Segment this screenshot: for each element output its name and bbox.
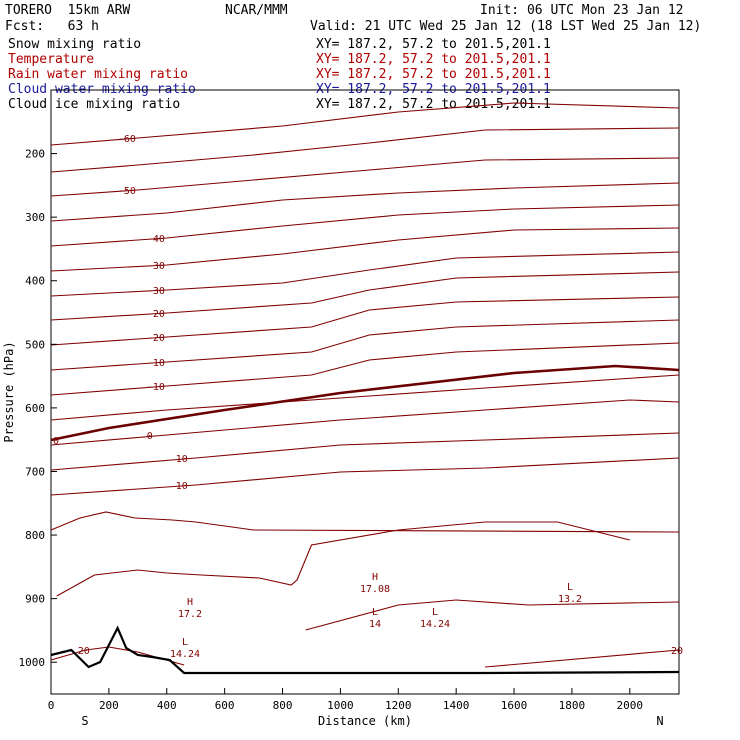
- temperature-contour-3: [50, 182, 680, 222]
- x-tick-label-5: 1000: [327, 699, 354, 712]
- temperature-contour-14: [50, 457, 680, 496]
- x-tick-label-1: 200: [99, 699, 119, 712]
- extremum-value-2: 17.08: [360, 584, 390, 595]
- axes-group: 0 200 400 600 800 1000 1200 1400 1600 1800 2000200…: [2, 148, 664, 728]
- x-tick-label-0: 0: [48, 699, 55, 712]
- contour-label-9: -10: [147, 358, 165, 369]
- x-axis-label: Distance (km): [318, 714, 412, 728]
- y-tick-label-1: 300: [25, 211, 45, 224]
- north-endpoint-label: N: [656, 714, 663, 728]
- y-tick-label-3: 500: [25, 338, 45, 351]
- terrain-layer: [50, 625, 680, 675]
- temperature-contour-1: [50, 127, 680, 173]
- extremum-value-1: 14.24: [170, 649, 200, 660]
- legend-label-temperature: Temperature: [8, 52, 95, 67]
- contour-label-10: -10: [147, 382, 165, 393]
- extremum-letter-2: H: [372, 572, 378, 583]
- extremum-letter-5: L: [567, 582, 573, 593]
- contour-label-12: 0: [147, 431, 153, 442]
- y-tick-label-8: 1000: [19, 656, 46, 669]
- temperature-contour-10: [50, 342, 680, 396]
- init-time: Init: 06 UTC Mon 23 Jan 12: [480, 3, 684, 18]
- legend-label-cloud-ice: Cloud ice mixing ratio: [8, 97, 181, 112]
- low-level-label-3: 20: [78, 646, 90, 657]
- temperature-contour-6: [50, 251, 680, 297]
- legend-xy-temperature: XY= 187.2, 57.2 to 201.5,201.1: [316, 52, 551, 67]
- y-tick-label-7: 900: [25, 593, 45, 606]
- y-axis-label: Pressure (hPa): [2, 341, 16, 442]
- model-title: TORERO 15km ARW: [5, 3, 131, 18]
- contour-label-4: -40: [147, 234, 165, 245]
- x-tick-label-4: 800: [273, 699, 293, 712]
- plot-frame: [50, 89, 680, 695]
- contour-label-8: -20: [147, 333, 165, 344]
- extremum-letter-0: H: [187, 597, 193, 608]
- extremum-letter-4: L: [432, 607, 438, 618]
- legend-label-snow: Snow mixing ratio: [8, 37, 142, 52]
- x-tick-label-3: 600: [215, 699, 235, 712]
- legend-xy-rain: XY= 187.2, 57.2 to 201.5,201.1: [316, 67, 551, 82]
- temperature-contour-0: [50, 102, 680, 146]
- temperature-contour-8: [50, 296, 680, 346]
- x-tick-label-8: 1600: [501, 699, 528, 712]
- terrain-line: [50, 625, 680, 675]
- y-tick-label-5: 700: [25, 465, 45, 478]
- contour-label-2: -50: [118, 186, 136, 197]
- temperature-contour-12: [50, 399, 680, 446]
- y-tick-label-4: 600: [25, 402, 45, 415]
- x-tick-label-2: 400: [157, 699, 177, 712]
- temperature-contours: -60 -50 -40 -30 -30 -20 -20 -10 -10 0 10 10 0: [50, 102, 680, 496]
- temperature-contour-2: [50, 157, 680, 197]
- x-tick-label-7: 1400: [443, 699, 470, 712]
- y-tick-label-2: 400: [25, 275, 45, 288]
- temperature-contour-4: [50, 204, 680, 247]
- low-level-contours: 20 20: [50, 511, 683, 668]
- extremum-letter-3: L: [372, 607, 378, 618]
- low-level-contour-2: [305, 599, 680, 631]
- temperature-contour-9: [50, 319, 680, 371]
- temperature-contour-13: [50, 432, 680, 471]
- center-title: NCAR/MMM: [225, 3, 288, 18]
- forecast-hour: Fcst: 63 h: [5, 19, 99, 34]
- south-endpoint-label: S: [81, 714, 88, 728]
- contour-label-5: -30: [147, 261, 165, 272]
- extremum-value-0: 17.2: [178, 609, 202, 620]
- contour-label-13: 10: [176, 454, 188, 465]
- contour-label-0: -60: [118, 134, 136, 145]
- low-level-contour-0: [50, 511, 680, 533]
- temperature-contour-11: [50, 374, 680, 421]
- legend-xy-snow: XY= 187.2, 57.2 to 201.5,201.1: [316, 37, 551, 52]
- x-tick-label-6: 1200: [385, 699, 412, 712]
- temperature-contour-5: [50, 227, 680, 272]
- legend-label-rain: Rain water mixing ratio: [8, 67, 189, 82]
- freezing-level-label: 0: [53, 436, 59, 447]
- y-tick-label-0: 200: [25, 148, 45, 161]
- x-tick-label-9: 1800: [559, 699, 586, 712]
- temperature-contour-7: [50, 271, 680, 321]
- y-tick-label-6: 800: [25, 529, 45, 542]
- contour-label-6: -30: [147, 286, 165, 297]
- x-tick-label-10: 2000: [617, 699, 644, 712]
- freezing-level-line: [50, 364, 680, 442]
- extremum-value-4: 14.24: [420, 619, 450, 630]
- valid-time: Valid: 21 UTC Wed 25 Jan 12 (18 LST Wed …: [310, 19, 702, 34]
- contour-label-7: -20: [147, 309, 165, 320]
- low-level-contour-4: [485, 649, 680, 668]
- legend-xy-cloud-ice: XY= 187.2, 57.2 to 201.5,201.1: [316, 97, 551, 112]
- contour-label-14: 10: [176, 481, 188, 492]
- extremum-letter-1: L: [182, 637, 188, 648]
- low-level-contour-1: [56, 521, 630, 597]
- extremum-value-3: 14: [369, 619, 381, 630]
- extremum-value-5: 13.2: [558, 594, 582, 605]
- low-level-label-4: 20: [671, 646, 683, 657]
